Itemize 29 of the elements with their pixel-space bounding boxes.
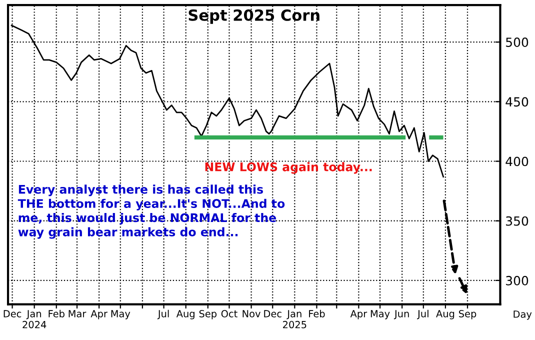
annotation: Every analyst there is has called this THE bottom for a year...It's NOT...And to me, this would just be NORMAL for the way grain bear markets do end... — [18, 184, 285, 239]
x-tick-label: May — [111, 310, 130, 320]
x-tick-label: Aug — [176, 310, 194, 320]
x-tick-label: Dec — [4, 310, 22, 318]
x-tick-label: Apr — [350, 310, 368, 320]
x-tick-label: Oct — [221, 310, 238, 318]
y-tick-label: 400 — [506, 156, 528, 166]
x-tick-label: Sep — [199, 310, 217, 320]
annotation: NEW LOWS again today... — [205, 162, 372, 174]
x-tick-label: Apr — [90, 310, 108, 320]
x-tick-label: Feb — [48, 310, 64, 318]
y-tick-label: 500 — [506, 38, 528, 47]
chart-title: Sept 2025 Corn — [188, 9, 320, 24]
x-tick-label: Jun — [394, 310, 409, 320]
x-tick-label: Dec — [264, 310, 282, 318]
x-tick-label: Mar — [68, 310, 86, 318]
x-tick-label: Nov — [242, 310, 260, 318]
x-tick-label: Jan 2025 — [283, 310, 306, 328]
x-tick-label: Sep — [458, 310, 476, 320]
x-tick-label: Jan 2024 — [22, 310, 46, 328]
x-tick-label: Aug — [436, 310, 454, 320]
x-tick-label: Jul — [157, 310, 169, 320]
x-tick-label: Jul — [417, 310, 428, 320]
x-tick-label: Feb — [309, 310, 325, 318]
y-tick-label: 450 — [506, 97, 528, 107]
x-tick-label: May — [370, 310, 390, 320]
y-tick-label: 300 — [506, 276, 528, 286]
text: Day — [514, 310, 532, 320]
y-tick-label: 350 — [506, 216, 528, 226]
